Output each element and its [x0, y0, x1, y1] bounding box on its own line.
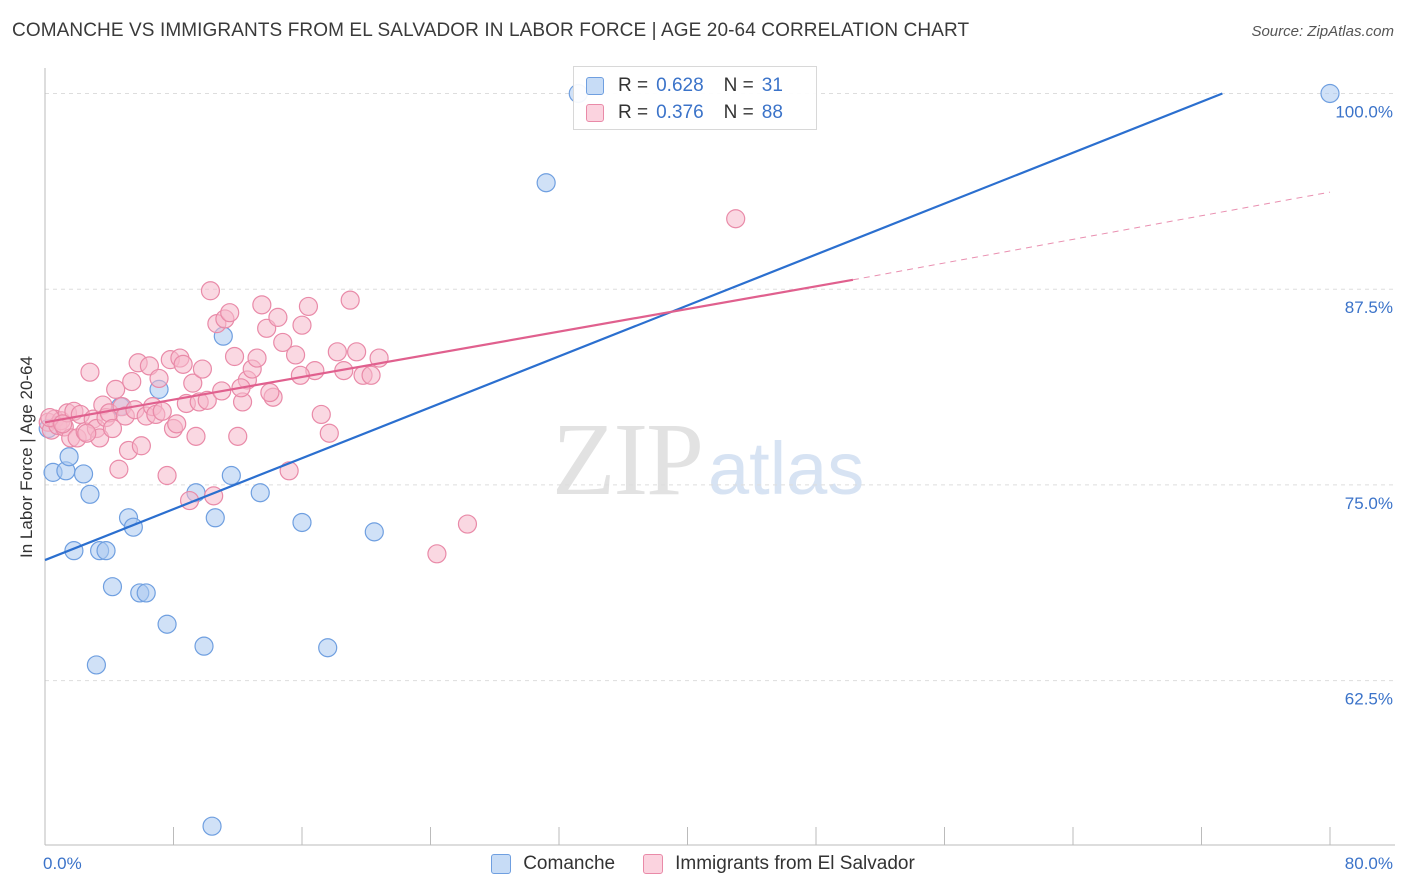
- data-point: [311, 404, 331, 425]
- data-point: [221, 465, 241, 486]
- data-point: [86, 655, 107, 675]
- r-value: 0.376: [656, 102, 704, 123]
- data-point: [157, 465, 177, 486]
- y-tick-label-1: 75.0%: [1345, 494, 1393, 513]
- data-point: [109, 459, 129, 479]
- data-point: [361, 365, 381, 385]
- data-point: [192, 359, 213, 379]
- data-point: [80, 484, 100, 504]
- data-point: [247, 348, 267, 368]
- data-points: [38, 83, 1340, 836]
- data-point: [228, 426, 248, 446]
- data-point: [319, 423, 339, 443]
- y-tick-label-2: 87.5%: [1345, 298, 1393, 317]
- data-point: [726, 209, 746, 229]
- x-tick-label-0: 0.0%: [43, 854, 82, 873]
- n-label: N =: [723, 75, 754, 96]
- data-point: [364, 522, 384, 542]
- data-point: [427, 544, 447, 564]
- trend-line-comanche: [44, 92, 1223, 562]
- data-point: [149, 368, 169, 389]
- y-axis-title: In Labor Force | Age 20-64: [17, 356, 36, 558]
- data-point: [285, 345, 306, 365]
- y-tick-label-0: 62.5%: [1345, 690, 1393, 709]
- data-point: [106, 379, 126, 399]
- stats-row-el-salvador: R = 0.376 N = 88: [586, 100, 783, 126]
- y-tick-label-3: 100.0%: [1335, 102, 1393, 121]
- axes: [44, 68, 1395, 846]
- data-point: [173, 354, 193, 374]
- data-point: [347, 342, 367, 362]
- el-salvador-swatch: [586, 104, 604, 122]
- data-point: [260, 382, 280, 403]
- data-point: [59, 447, 79, 467]
- legend-label-comanche: Comanche: [523, 853, 616, 874]
- source-credit: Source: ZipAtlas.com: [1251, 23, 1394, 40]
- data-point: [220, 303, 240, 323]
- comanche-swatch: [586, 77, 604, 95]
- data-point: [268, 307, 288, 327]
- trend-lines: [44, 92, 1331, 562]
- data-point: [200, 281, 221, 301]
- r-label: R =: [618, 75, 649, 96]
- n-value: 31: [761, 75, 783, 96]
- data-point: [224, 346, 245, 367]
- n-label: N =: [723, 102, 754, 123]
- data-point: [340, 290, 360, 310]
- series-comanche: [38, 83, 1340, 836]
- data-point: [152, 401, 172, 421]
- data-point: [298, 296, 319, 317]
- data-point: [292, 512, 312, 533]
- comanche-legend-swatch: [491, 854, 512, 874]
- data-point: [122, 371, 142, 392]
- data-point: [202, 816, 222, 836]
- data-point: [102, 418, 123, 439]
- data-point: [327, 342, 347, 362]
- data-point: [131, 436, 151, 456]
- data-point: [292, 315, 312, 335]
- data-point: [136, 583, 156, 603]
- data-point: [194, 636, 214, 656]
- data-point: [273, 332, 293, 353]
- trend-line-el-salvador: [44, 278, 854, 424]
- stats-legend: R = 0.628 N = 31 R = 0.376 N = 88: [573, 66, 817, 130]
- r-value: 0.628: [656, 75, 704, 96]
- n-value: 88: [761, 102, 783, 123]
- data-point: [96, 541, 116, 561]
- data-point: [183, 373, 203, 393]
- data-point: [318, 638, 338, 658]
- series-el-salvador: [38, 209, 746, 564]
- data-point: [197, 390, 217, 410]
- legend-label-el-salvador: Immigrants from El Salvador: [675, 853, 915, 874]
- series-legend: Comanche Immigrants from El Salvador: [0, 852, 1406, 876]
- data-point: [73, 464, 94, 484]
- tick-labels: 62.5% 75.0% 87.5% 100.0% 0.0% 80.0%: [43, 102, 1393, 873]
- data-point: [250, 483, 270, 503]
- legend-item-comanche[interactable]: Comanche: [491, 853, 615, 875]
- x-tick-label-1: 80.0%: [1345, 854, 1393, 873]
- data-point: [279, 461, 299, 481]
- legend-item-el-salvador[interactable]: Immigrants from El Salvador: [643, 853, 915, 875]
- data-point: [536, 173, 556, 193]
- data-point: [77, 423, 97, 443]
- data-point: [205, 508, 225, 528]
- data-point: [252, 295, 272, 315]
- trend-line-el-salvador-projection: [852, 191, 1331, 281]
- chart-title: COMANCHE VS IMMIGRANTS FROM EL SALVADOR …: [12, 20, 970, 41]
- data-point: [1320, 83, 1340, 104]
- data-point: [167, 414, 187, 434]
- r-label: R =: [618, 102, 649, 123]
- data-point: [157, 614, 177, 634]
- data-point: [80, 362, 100, 382]
- data-point: [186, 426, 206, 446]
- el-salvador-legend-swatch: [643, 854, 664, 874]
- stats-row-comanche: R = 0.628 N = 31: [586, 73, 783, 99]
- data-point: [457, 514, 478, 534]
- data-point: [102, 577, 123, 597]
